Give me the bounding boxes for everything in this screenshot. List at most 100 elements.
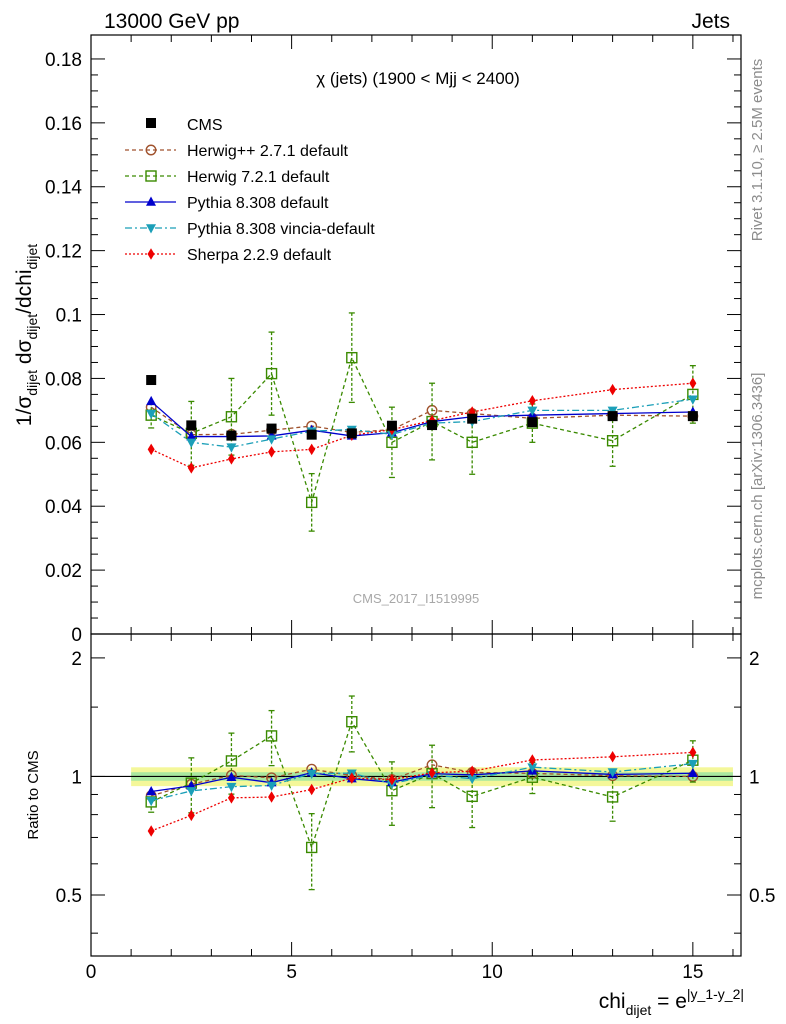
- ratio-point: [527, 763, 538, 773]
- data-point: [467, 413, 478, 424]
- data-point: [266, 423, 277, 434]
- legend: CMS Herwig++ 2.7.1 default Herwig 7.2.1 d…: [125, 117, 375, 264]
- ratio-point: [428, 767, 436, 779]
- data-point: [306, 429, 317, 440]
- legend-marker: [145, 170, 157, 182]
- series-point: [187, 462, 195, 474]
- ratio-tick-label: 2: [71, 649, 82, 670]
- y-tick-label: 0.08: [45, 369, 82, 390]
- y-tick-label: 0.18: [45, 50, 82, 71]
- ratio-point: [687, 767, 698, 777]
- legend-entry: Pythia 8.308 vincia-default: [125, 221, 375, 238]
- rivet-label: Rivet 3.1.10, ≥ 2.5M events: [749, 59, 766, 242]
- series-point: [266, 435, 277, 445]
- ratio-point: [609, 751, 617, 763]
- y-tick-label: 0.06: [45, 433, 82, 454]
- ratio-tick-label: 2: [749, 649, 760, 670]
- ratio-point: [226, 771, 237, 782]
- series-point: [466, 436, 478, 449]
- ratio-point: [305, 841, 318, 854]
- data-point: [687, 411, 698, 422]
- legend-label: Pythia 8.308 default: [187, 195, 329, 212]
- series-point: [146, 395, 157, 406]
- ratio-line: [150, 720, 694, 850]
- ratio-frame: [90, 633, 742, 957]
- series-point: [606, 435, 619, 447]
- y-axis-label: 1/σdijet dσdijet/dchidijet: [13, 244, 40, 426]
- legend-entry: Sherpa 2.2.9 default: [125, 247, 332, 264]
- series-line: [150, 355, 694, 505]
- series-point: [225, 411, 238, 423]
- legend-marker: [146, 224, 156, 234]
- legend-label: Sherpa 2.2.9 default: [187, 247, 332, 264]
- ratio-point: [606, 791, 619, 803]
- data-point: [527, 417, 538, 428]
- mcplots-label: mcplots.cern.ch [arXiv:1306.3436]: [749, 373, 766, 600]
- y-tick-label: 0.14: [45, 178, 82, 199]
- ratio-point: [388, 773, 396, 786]
- x-tick-label: 10: [482, 962, 503, 983]
- category-label: Jets: [691, 10, 730, 33]
- legend-label: Pythia 8.308 vincia-default: [187, 221, 375, 238]
- legend-label-cms: CMS: [187, 117, 223, 134]
- xlabel-eq: = e: [651, 990, 687, 1013]
- data-point: [427, 420, 438, 431]
- series-point: [265, 367, 278, 380]
- ratio-point: [186, 787, 197, 797]
- x-tick-label: 5: [286, 962, 297, 983]
- x-tick-label: 15: [682, 962, 703, 983]
- ratio-point: [346, 715, 358, 728]
- data-point: [607, 411, 618, 422]
- ratio-point: [528, 754, 536, 766]
- ratio-point: [146, 786, 157, 796]
- ratio-axis-label: Ratio to CMS: [25, 750, 42, 839]
- ratio-point: [226, 782, 237, 793]
- ratio-point: [147, 825, 155, 837]
- legend-entry: Herwig++ 2.7.1 default: [125, 143, 349, 160]
- legend-entry-cms: CMS: [146, 117, 223, 134]
- x-axis-label: chidijet = e|y_1-y_2|: [599, 986, 744, 1018]
- xlabel-sup: |y_1-y_2|: [687, 986, 744, 1002]
- ratio-point: [145, 796, 157, 808]
- ratio-point: [607, 768, 618, 778]
- ratio-point: [187, 809, 195, 822]
- series-point: [186, 438, 197, 448]
- ratio-point: [306, 769, 317, 779]
- data-point: [226, 430, 237, 441]
- series-point: [305, 496, 318, 509]
- ratio-tick-label: 0.5: [749, 886, 775, 907]
- watermark: CMS_2017_I1519995: [353, 591, 480, 606]
- main-panel: 0 0.02 0.04 0.06 0.08 0.1 0.12 0.14 0.16 0.18: [45, 34, 742, 646]
- series-line: [150, 406, 693, 436]
- ratio-series-1: [145, 695, 699, 891]
- series-line: [150, 400, 693, 438]
- legend-marker: [145, 144, 157, 156]
- ratio-point: [146, 796, 157, 807]
- ratio-line: [151, 764, 693, 797]
- data-point: [186, 420, 197, 431]
- xlabel-main: chi: [599, 990, 626, 1013]
- y-tick-label: 0.12: [45, 242, 82, 263]
- series-point: [346, 351, 358, 364]
- ylabel-part: 1/σ: [13, 396, 36, 427]
- series-point: [308, 443, 316, 456]
- ratio-tick-label: 1: [71, 767, 82, 788]
- ylabel-sub: dijet: [24, 314, 40, 340]
- energy-label: 13000 GeV pp: [104, 10, 239, 33]
- y-tick-label: 0.16: [45, 114, 82, 135]
- series-point: [268, 446, 276, 458]
- ratio-panel: 0 5 10 15 0.5 0.5 1 1 2 2: [56, 633, 775, 983]
- series-point: [528, 395, 536, 407]
- series-point: [227, 453, 235, 465]
- legend-marker-cms: [146, 118, 156, 128]
- legend-label: Herwig 7.2.1 default: [187, 169, 330, 186]
- ratio-point: [689, 746, 697, 759]
- x-tick-label: 0: [86, 962, 97, 983]
- series-4: [147, 377, 697, 474]
- series-point: [146, 409, 157, 420]
- series-point: [689, 377, 697, 389]
- series-1: [145, 312, 699, 532]
- legend-entry: Pythia 8.308 default: [125, 195, 329, 212]
- ratio-tick-label: 1: [749, 767, 760, 788]
